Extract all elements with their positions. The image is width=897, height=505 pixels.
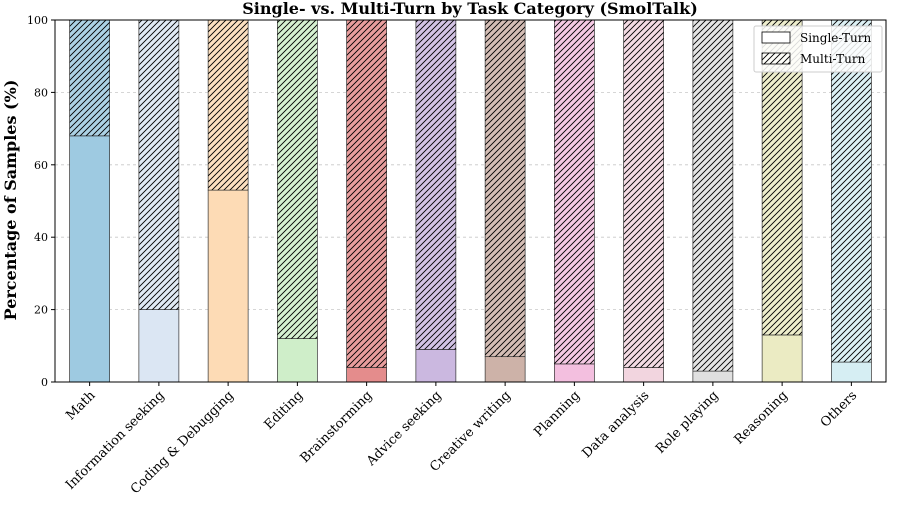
y-tick-label: 0 <box>41 376 48 389</box>
y-axis-label: Percentage of Samples (%) <box>1 80 20 321</box>
bar-single-turn <box>623 367 664 383</box>
x-tick-label: Advice seeking <box>363 388 444 469</box>
legend-swatch-single-turn <box>761 31 791 44</box>
bar-single-turn <box>346 367 387 383</box>
bar-single-turn <box>69 135 110 383</box>
bar-single-turn <box>415 349 457 383</box>
bar-multi-turn-hatch <box>346 20 387 368</box>
x-tick-label: Brainstorming <box>298 388 376 466</box>
legend-label-single-turn: Single-Turn <box>800 31 872 45</box>
bar-single-turn <box>207 189 249 383</box>
legend: Single-Turn Multi-Turn <box>753 25 883 73</box>
bar-single-turn <box>761 334 803 383</box>
y-axis: 0 20 40 60 80 100 <box>27 14 55 389</box>
bar-single-turn <box>484 356 526 383</box>
x-tick-label: Planning <box>531 388 583 440</box>
x-tick-label: Reasoning <box>732 388 791 447</box>
y-tick-label: 40 <box>34 231 48 244</box>
bar-single-turn <box>692 370 734 383</box>
bar-multi-turn-hatch <box>554 20 595 364</box>
x-tick-label: Data analysis <box>580 388 653 461</box>
bar-multi-turn-hatch <box>277 20 318 339</box>
bar-multi-turn-hatch <box>692 20 733 372</box>
bar-single-turn <box>138 309 180 383</box>
y-tick-label: 100 <box>27 14 48 27</box>
bar-multi-turn-hatch <box>485 20 526 357</box>
bar-single-turn <box>831 361 872 383</box>
x-tick-label: Math <box>63 388 99 424</box>
gridlines <box>55 92 886 311</box>
bar-single-turn <box>277 338 318 383</box>
bar-single-turn <box>554 363 595 383</box>
bars-group <box>69 19 872 383</box>
bar-multi-turn-hatch <box>623 20 664 368</box>
y-tick-label: 60 <box>34 159 48 172</box>
bar-multi-turn-hatch <box>208 20 249 191</box>
bar-multi-turn-hatch <box>831 20 872 363</box>
y-tick-label: 80 <box>34 86 48 99</box>
bar-multi-turn-hatch <box>69 20 110 136</box>
legend-label-multi-turn: Multi-Turn <box>800 52 866 66</box>
chart-title: Single- vs. Multi-Turn by Task Category … <box>242 0 698 18</box>
bar-multi-turn-hatch <box>415 20 456 350</box>
bar-multi-turn-hatch <box>138 20 179 310</box>
plot-frame <box>54 19 887 383</box>
x-tick-label: Others <box>818 388 860 430</box>
y-tick-label: 20 <box>34 304 48 317</box>
legend-swatch-multi-turn <box>761 52 791 65</box>
x-tick-label: Role playing <box>653 388 722 457</box>
x-tick-label: Editing <box>262 388 307 433</box>
